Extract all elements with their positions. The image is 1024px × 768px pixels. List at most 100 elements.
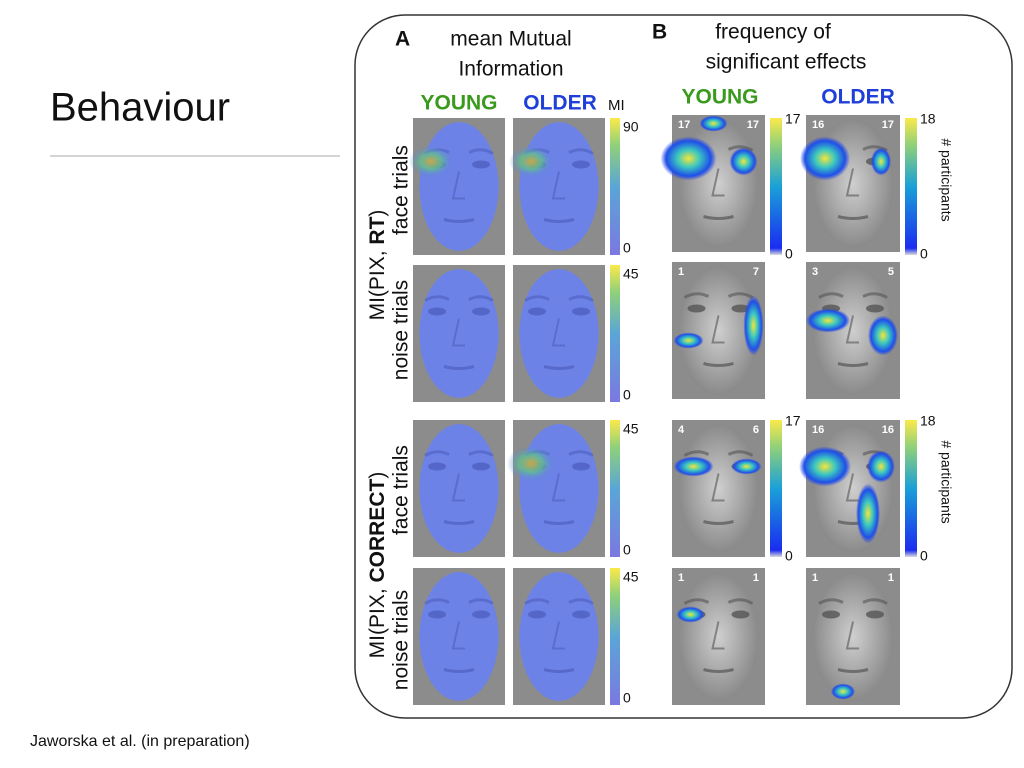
colorbar-min: 0 [623,387,631,403]
panel-title: Information [458,58,563,81]
colorbar-max: 45 [623,421,639,437]
colorbar-max: 17 [785,413,801,429]
eyebrow [568,295,594,302]
colorbar-max: 18 [920,413,936,429]
colorbar [770,420,782,557]
face [519,572,599,701]
face [519,269,599,398]
effect-region [856,483,880,544]
face [419,424,499,553]
participant-count: 17 [747,119,759,131]
face [678,572,759,701]
participant-count: 16 [882,424,894,436]
eye [472,160,490,169]
mouth [443,218,475,223]
colorbar-max: 18 [920,111,936,127]
effect-region [867,450,895,483]
column-label: OLDER [523,92,597,115]
eyebrow [568,450,594,457]
face [519,122,599,251]
effect-region [673,456,714,477]
slide-title: Behaviour [50,86,230,130]
effect-region [806,308,850,333]
face [419,572,499,701]
column-label: YOUNG [420,92,497,115]
eyebrow [862,292,888,299]
eyebrow [424,450,450,457]
eyebrow [818,598,844,605]
nose [451,318,465,347]
eye [472,307,490,316]
eye [472,610,490,619]
face-image [413,265,505,402]
panel-label: B [652,21,667,44]
effect-region [831,683,855,700]
face-image [806,568,900,705]
face [519,424,599,553]
effect-region [673,332,704,349]
eye [572,610,590,619]
colorbar-max: 17 [785,111,801,127]
eyebrow [568,598,594,605]
colorbar-label: # participants [938,138,954,221]
nose [711,473,725,502]
eyebrow [683,450,710,457]
nose [711,315,725,344]
mouth [703,362,734,367]
citation: Jaworska et al. (in preparation) [30,733,250,750]
colorbar [905,420,917,557]
colorbar-min: 0 [785,246,793,262]
face-image [799,420,900,557]
eyebrow [424,598,450,605]
nose [845,473,859,502]
nose [451,621,465,650]
colorbar-min: 0 [920,246,928,262]
nose [451,171,465,200]
face-image [800,115,900,252]
participant-count: 1 [678,572,684,584]
colorbar [905,118,917,255]
eye [687,304,706,313]
effect-region [868,315,898,356]
eyebrow [524,598,550,605]
face-image [413,420,505,557]
figure-frame [354,14,1013,719]
colorbar-min: 0 [785,548,793,564]
eyebrow [468,598,494,605]
effect-region [729,147,758,176]
eyebrow [683,292,710,299]
eye [822,610,840,619]
mouth [543,365,575,370]
nose [551,318,565,347]
eyebrow [524,295,550,302]
face-image [507,420,605,557]
face-image [409,118,505,255]
mouth [443,365,475,370]
eye [528,610,546,619]
nose [551,171,565,200]
colorbar-min: 0 [623,690,631,706]
nose [845,315,859,344]
face-image [509,118,605,255]
row-label: face trials [390,445,413,535]
colorbar-max: 45 [623,266,639,282]
face-image [413,568,505,705]
eyebrow [468,148,494,155]
effect-region [800,136,850,181]
face-image [513,265,605,402]
nose [845,621,859,650]
colorbar-max: 45 [623,569,639,585]
colorbar-label: # participants [938,440,954,523]
eye [428,610,446,619]
effect-region [676,606,705,623]
participant-count: 1 [753,572,759,584]
participant-count: 1 [678,266,684,278]
column-label: OLDER [821,86,895,109]
panel-title: frequency of [715,21,831,44]
nose [551,621,565,650]
eye [572,160,590,169]
row-group-prefix: MI(PIX, [366,583,389,659]
mouth [703,520,734,525]
face-image [660,115,765,252]
face-image [672,262,765,399]
